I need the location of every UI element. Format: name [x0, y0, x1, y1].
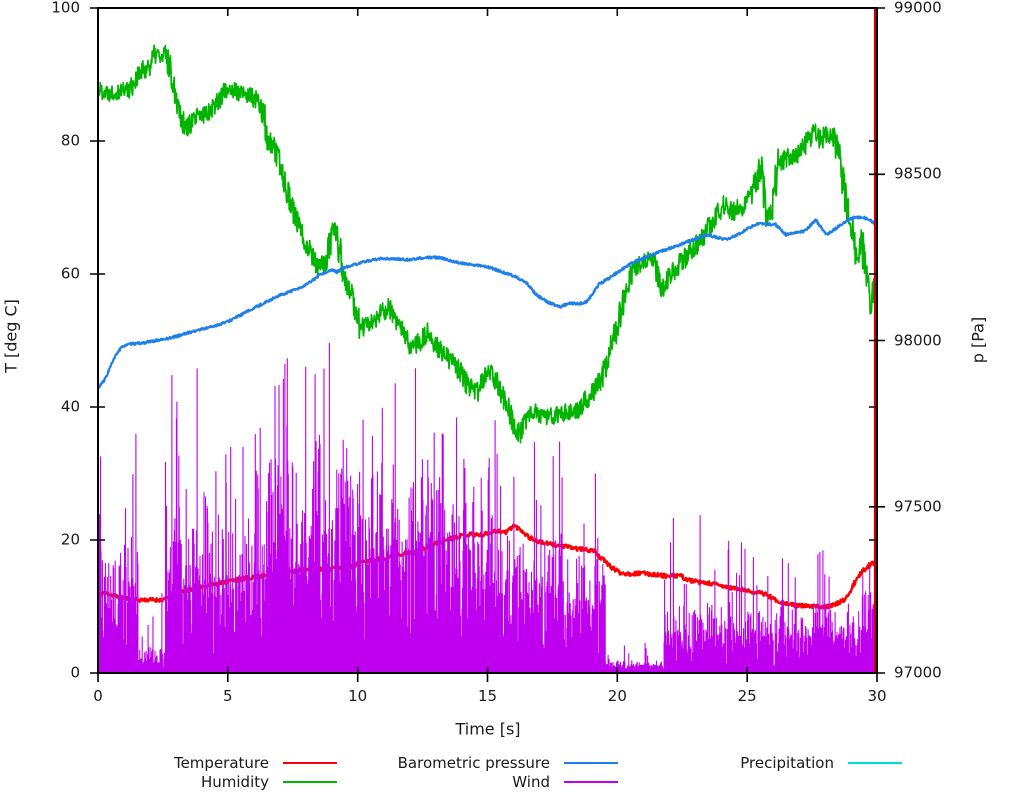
legend-line-humidity [283, 780, 337, 783]
legend-line-wind [564, 780, 618, 783]
series-humidity [97, 44, 878, 444]
y-right-tick-label: 97500 [894, 497, 942, 516]
y-left-tick-label: 80 [60, 131, 80, 150]
legend-label-precipitation: Precipitation [740, 753, 834, 772]
x-axis-label: Time [s] [455, 719, 521, 739]
legend-item-temperature: Temperature [174, 753, 337, 772]
legend-item-barometric-pressure: Barometric pressure [398, 753, 618, 772]
legend-line-barometric-pressure [564, 761, 618, 764]
series-barometric-pressure [96, 215, 878, 389]
x-tick-label: 15 [477, 687, 498, 705]
y-axis-label-left: T [deg C] [1, 299, 21, 373]
legend-line-temperature [283, 761, 337, 764]
x-tick-label: 5 [223, 687, 233, 705]
y-right-tick-label: 98000 [894, 331, 942, 349]
x-tick-label: 20 [607, 687, 627, 705]
y-right-tick-label: 99000 [894, 0, 942, 17]
x-tick-label: 30 [867, 687, 887, 705]
y-left-tick-label: 0 [70, 663, 80, 682]
y-left-tick-label: 60 [60, 264, 80, 283]
legend-item-precipitation: Precipitation [740, 753, 902, 772]
legend-label-wind: Wind [512, 772, 550, 791]
y-left-tick-label: 40 [60, 397, 80, 416]
x-tick-label: 25 [737, 687, 757, 705]
axis-ticks [90, 7, 885, 682]
legend-label-humidity: Humidity [200, 772, 269, 791]
y-right-tick-label: 97000 [894, 663, 942, 682]
legend-line-precipitation [848, 761, 902, 764]
y-right-tick-label: 98500 [894, 164, 942, 183]
legend-item-humidity: Humidity [201, 772, 337, 791]
legend-item-wind: Wind [512, 772, 618, 791]
y-left-tick-label: 20 [60, 530, 80, 549]
x-tick-label: 0 [93, 687, 103, 705]
legend-label-barometric-pressure: Barometric pressure [397, 753, 550, 772]
series-wind [97, 342, 878, 673]
x-tick-label: 10 [348, 687, 368, 705]
legend-label-temperature: Temperature [173, 753, 269, 772]
y-left-tick-label: 100 [51, 0, 80, 17]
y-axis-label-right: p [Pa] [968, 316, 988, 364]
